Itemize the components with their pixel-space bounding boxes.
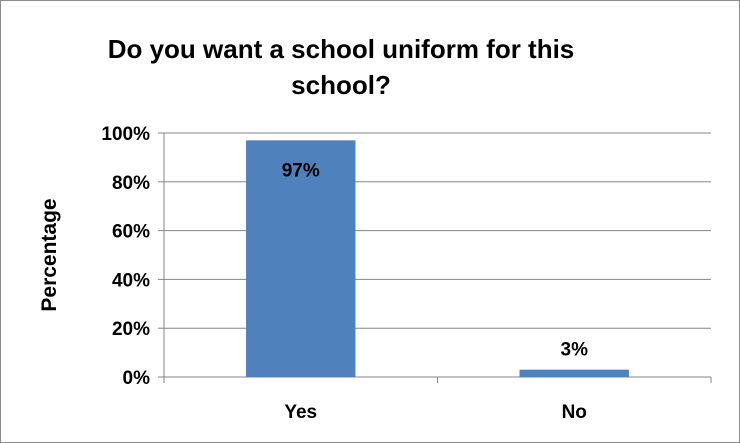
x-tick-label: No xyxy=(562,402,587,423)
y-axis-label: Percentage xyxy=(38,198,61,311)
y-tick-label: 40% xyxy=(112,270,150,291)
y-tick-label: 20% xyxy=(112,319,150,340)
y-tick-label: 80% xyxy=(112,173,150,194)
y-tick-label: 100% xyxy=(101,124,150,145)
bar xyxy=(519,369,629,377)
chart-title: Do you want a school uniform for this sc… xyxy=(107,34,575,100)
x-tick-label: Yes xyxy=(284,402,317,423)
y-tick-label: 60% xyxy=(112,222,150,243)
data-label: 97% xyxy=(282,160,320,181)
y-tick-label: 0% xyxy=(123,368,151,389)
bar xyxy=(246,140,356,377)
data-label: 3% xyxy=(561,340,589,361)
